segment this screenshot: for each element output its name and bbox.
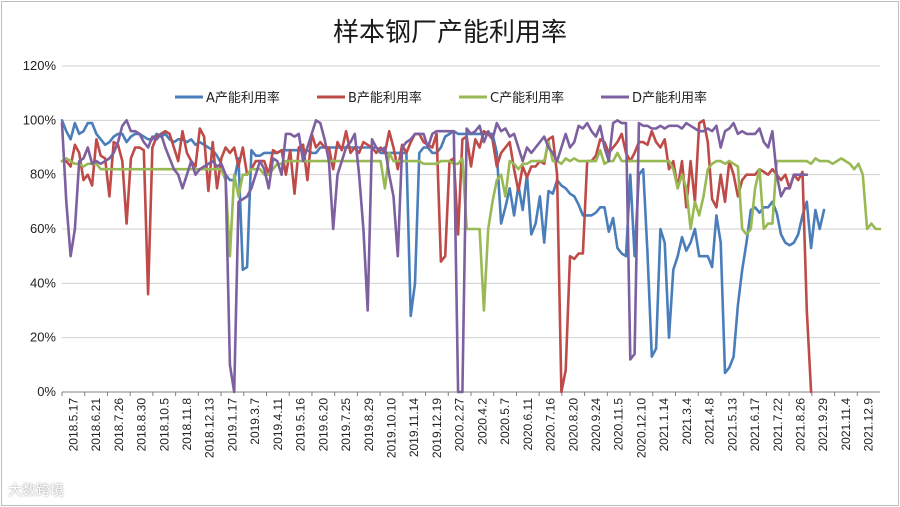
x-tick-label: 2020.4.2 (475, 398, 489, 445)
watermark: 大数跨境 (8, 483, 64, 499)
series-line-b (60, 119, 813, 394)
x-tick-label: 2019.10.10 (384, 398, 398, 458)
x-tick-label: 2020.7.16 (544, 398, 558, 452)
y-tick-label: 120% (23, 58, 57, 73)
series-line-a (60, 119, 826, 375)
legend-label: A产能利用率 (206, 90, 280, 106)
y-axis-ticks: 0% 20% 40% 60% 80% 100% 120% (23, 58, 57, 399)
legend: A产能利用率 B产能利用率 C产能利用率 D产能利用率 (175, 90, 707, 106)
x-tick-label: 2019.3.7 (248, 398, 262, 445)
x-tick-label: 2018.8.30 (135, 398, 149, 452)
x-tick-label: 2019.12.19 (430, 398, 444, 458)
x-tick-label: 2019.7.25 (339, 398, 353, 452)
x-axis-ticks: 2018.5.17 2018.6.21 2018.7.26 2018.8.30 2018… (61, 392, 876, 458)
x-tick-label: 2021.12.9 (862, 398, 876, 452)
x-tick-label: 2019.1.17 (225, 398, 239, 452)
x-tick-label: 2021.1.14 (657, 398, 671, 452)
x-tick-label: 2020.11.5 (612, 398, 626, 451)
x-tick-label: 2020.5.7 (498, 398, 512, 445)
x-tick-label: 2020.8.20 (566, 398, 580, 452)
x-tick-label: 2021.8.26 (793, 398, 807, 452)
x-tick-label: 2021.11.4 (839, 398, 853, 451)
y-tick-label: 40% (30, 275, 56, 290)
chart-title: 样本钢厂产能利用率 (333, 18, 567, 48)
x-tick-label: 2019.8.29 (362, 398, 376, 452)
x-tick-label: 2020.2.27 (453, 398, 467, 452)
x-tick-label: 2020.6.11 (521, 398, 535, 451)
x-tick-label: 2018.11.8 (180, 398, 194, 451)
series-line-d (60, 119, 809, 394)
x-tick-label: 2018.10.5 (157, 398, 171, 452)
x-tick-label: 2020.9.24 (589, 398, 603, 452)
x-tick-label: 2021.7.22 (771, 398, 785, 452)
y-tick-label: 60% (30, 221, 56, 236)
x-tick-label: 2021.6.17 (748, 398, 762, 452)
legend-label: D产能利用率 (632, 90, 707, 106)
x-tick-label: 2018.7.26 (112, 398, 126, 452)
y-tick-label: 100% (23, 112, 57, 127)
series-lines (60, 119, 882, 394)
x-tick-label: 2019.6.20 (316, 398, 330, 452)
x-tick-label: 2018.12.13 (203, 398, 217, 458)
y-tick-label: 0% (37, 384, 56, 399)
x-tick-label: 2019.11.14 (407, 398, 421, 457)
x-tick-label: 2021.5.13 (725, 398, 739, 452)
x-tick-label: 2019.4.11 (271, 398, 285, 451)
x-tick-label: 2021.9.29 (816, 398, 830, 452)
x-tick-label: 2020.12.10 (634, 398, 648, 458)
x-tick-label: 2018.5.17 (66, 398, 80, 452)
y-tick-label: 20% (30, 330, 56, 345)
x-tick-label: 2018.6.21 (89, 398, 103, 452)
x-tick-label: 2021.4.8 (703, 398, 717, 445)
x-tick-label: 2021.3.4 (680, 398, 694, 445)
legend-label: B产能利用率 (348, 90, 422, 106)
y-tick-label: 80% (30, 167, 56, 182)
legend-label: C产能利用率 (490, 90, 564, 106)
x-tick-label: 2019.5.16 (294, 398, 308, 452)
